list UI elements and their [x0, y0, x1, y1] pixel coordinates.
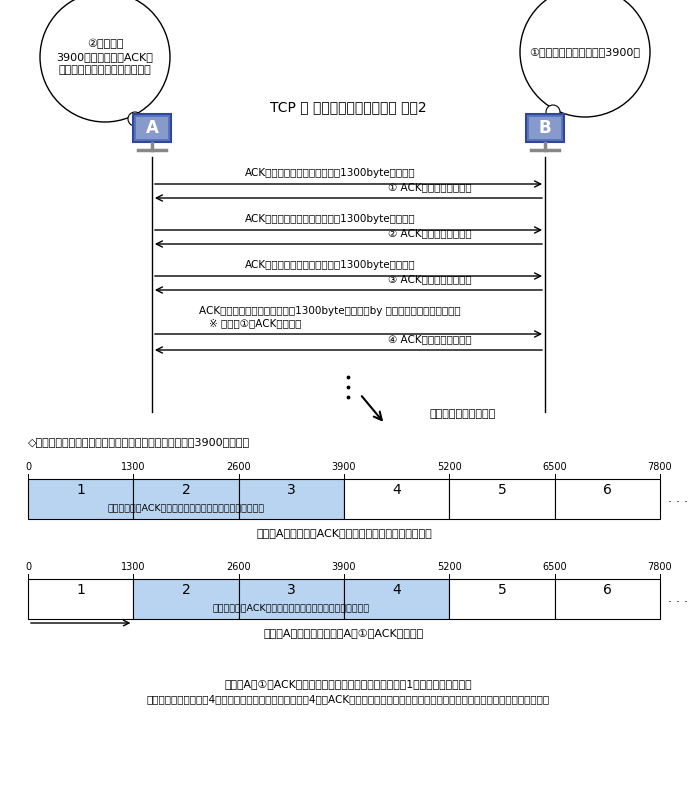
Text: 5200: 5200 [437, 462, 461, 472]
Text: . . .: . . . [668, 492, 688, 505]
Bar [136, 117, 168, 139]
Text: 3900バイトまではACKを: 3900バイトまではACKを [56, 52, 153, 62]
Text: 5: 5 [498, 483, 507, 497]
Text: ①　ウィンドウサイズは3900！: ① ウィンドウサイズは3900！ [530, 47, 641, 57]
Bar [555, 579, 660, 619]
Circle shape [128, 112, 142, 126]
Circle shape [143, 127, 153, 137]
Text: 3900: 3900 [332, 562, 356, 572]
Circle shape [546, 105, 560, 119]
Bar [28, 579, 133, 619]
Text: 2600: 2600 [227, 462, 251, 472]
Text: 3: 3 [287, 583, 296, 597]
Text: 1: 1 [76, 583, 85, 597]
Bar [133, 579, 238, 619]
Text: ウィンドウ（ACKを待つことなく送り続けられるデータ）: ウィンドウ（ACKを待つことなく送り続けられるデータ） [213, 603, 370, 612]
Text: . . .: . . . [668, 593, 688, 606]
Text: 6500: 6500 [542, 562, 567, 572]
Text: 1: 1 [76, 483, 85, 497]
Text: ③ ACK（受け取った。）: ③ ACK（受け取った。） [388, 274, 472, 284]
Text: TCP － ウィンドウ制御の解説 その2: TCP － ウィンドウ制御の解説 その2 [270, 100, 427, 114]
Bar [450, 479, 555, 519]
Bar [133, 114, 171, 142]
Text: 結果、ウィンドウに「4」のデータが入るので、データ「4」はACKを待つことなくデータを転送できる。このようにスライドし続けます。: 結果、ウィンドウに「4」のデータが入るので、データ「4」はACKを待つことなくデ… [146, 694, 549, 704]
Text: ACKを待つことなく、データを1300byte送るよ。by スライディングウィンドウ: ACKを待つことなく、データを1300byte送るよ。by スライディングウィン… [199, 306, 461, 316]
Text: ホストAのデータ（ACKを一度も受信していない状態）: ホストAのデータ（ACKを一度も受信していない状態） [256, 528, 432, 538]
Text: ※ 前提（①のACKの受信）: ※ 前提（①のACKの受信） [209, 318, 301, 328]
Text: 7800: 7800 [648, 462, 673, 472]
Text: 6500: 6500 [542, 462, 567, 472]
Text: ホストAは①のACKを受信したことにより、ウィンドウを1つスライドさせる。: ホストAは①のACKを受信したことにより、ウィンドウを1つスライドさせる。 [224, 679, 472, 689]
Circle shape [538, 120, 548, 130]
Text: 1300: 1300 [121, 562, 146, 572]
Text: 5200: 5200 [437, 562, 461, 572]
Text: 6: 6 [603, 483, 612, 497]
Text: ホストAのデータ（ホストAは①のACKを受信）: ホストAのデータ（ホストAは①のACKを受信） [264, 628, 424, 638]
Text: 2: 2 [182, 583, 190, 597]
Text: A: A [146, 119, 158, 137]
Text: 6: 6 [603, 583, 612, 597]
Circle shape [520, 0, 650, 117]
Text: ② ACK（受け取った。）: ② ACK（受け取った。） [388, 228, 472, 238]
Text: ACKを待つことなく、データを1300byte送るよ。: ACKを待つことなく、データを1300byte送るよ。 [245, 214, 415, 224]
Text: 詳細説明は以下の通り: 詳細説明は以下の通り [430, 409, 496, 419]
Text: 0: 0 [25, 562, 31, 572]
Bar [344, 479, 450, 519]
Bar [344, 579, 450, 619]
Text: 4: 4 [392, 583, 401, 597]
Text: ウィンドウ（ACKを待つことなく送り続けられるデータ）: ウィンドウ（ACKを待つことなく送り続けられるデータ） [107, 504, 265, 512]
Bar [450, 579, 555, 619]
Text: 1300: 1300 [121, 462, 146, 472]
Bar [28, 479, 133, 519]
Bar [133, 479, 238, 519]
Text: ④ ACK（受け取った。）: ④ ACK（受け取った。） [388, 334, 472, 344]
Text: 3: 3 [287, 483, 296, 497]
Text: 4: 4 [392, 483, 401, 497]
Bar [238, 579, 344, 619]
Text: 2600: 2600 [227, 562, 251, 572]
Text: 3900: 3900 [332, 462, 356, 472]
Text: ◇　スライディングウィンドウ　（ウィンドウサイズが3900の場合）: ◇ スライディングウィンドウ （ウィンドウサイズが3900の場合） [28, 437, 250, 447]
Text: 待つことなくデータを送るね。: 待つことなくデータを送るね。 [59, 65, 151, 75]
Text: ACKを待つことなく、データを1300byte送るよ。: ACKを待つことなく、データを1300byte送るよ。 [245, 168, 415, 178]
Text: ACKを待つことなく、データを1300byte送るよ。: ACKを待つことなく、データを1300byte送るよ。 [245, 260, 415, 270]
Circle shape [40, 0, 170, 122]
Text: ②　了解。: ② 了解。 [86, 38, 123, 49]
Text: B: B [539, 119, 551, 137]
Bar [555, 479, 660, 519]
Text: ① ACK（受け取った。）: ① ACK（受け取った。） [388, 182, 472, 192]
Bar [526, 114, 564, 142]
Bar [238, 479, 344, 519]
Text: 2: 2 [182, 483, 190, 497]
Text: 5: 5 [498, 583, 507, 597]
Bar [529, 117, 561, 139]
Text: 7800: 7800 [648, 562, 673, 572]
Text: 0: 0 [25, 462, 31, 472]
